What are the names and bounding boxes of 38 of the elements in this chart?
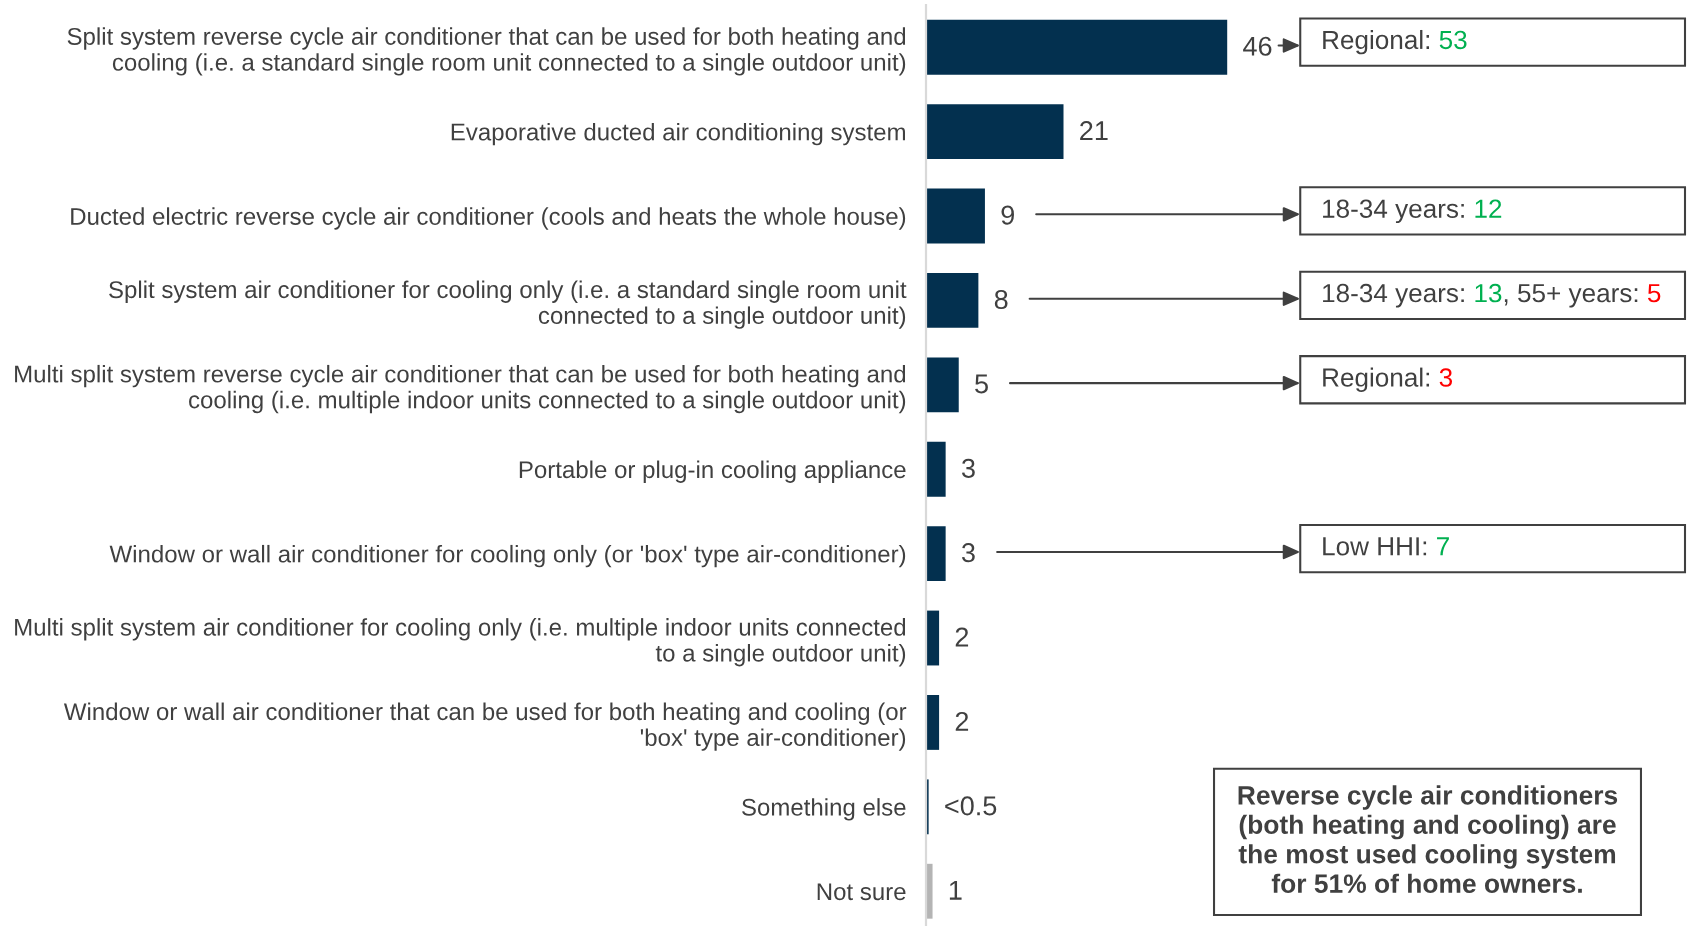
bar xyxy=(926,863,933,919)
y-tick-label: Split system reverse cycle air conditioner that can be used for both heating and cooling (i.e. a standard single room unit connected to a single outdoor unit) xyxy=(67,27,906,76)
y-tick-label: Window or wall air conditioner for cooling only (or 'box' type air-conditioner) xyxy=(109,544,906,568)
bar xyxy=(926,695,940,750)
y-tick-label: Evaporative ducted air conditioning system xyxy=(451,122,905,146)
data-label: 1 xyxy=(949,881,962,900)
data-label: 2 xyxy=(955,627,969,647)
y-tick-label: Split system air conditioner for cooling only (i.e. a standard single room unit connected to a single outdoor unit) xyxy=(109,280,907,329)
bar xyxy=(926,441,946,497)
text: 18-34 years: 13, 55+ years: 5 xyxy=(1323,283,1661,308)
bar xyxy=(926,188,985,244)
data-label: 21 xyxy=(1080,121,1108,140)
y-tick-label: Ducted electric reverse cycle air conditioner (cools and heats the whole house) xyxy=(71,207,906,230)
y-tick-label: Something else xyxy=(742,798,906,821)
bar xyxy=(926,610,940,666)
bar xyxy=(926,104,1064,160)
y-tick-label: Multi split system reverse cycle air conditioner that can be used for both heating and cooling (i.e. multiple indoor units connected to a single outdoor unit) xyxy=(15,364,906,414)
data-label: 3 xyxy=(961,458,975,478)
data-label: 3 xyxy=(961,543,975,563)
text: 18-34 years: 12 xyxy=(1323,199,1502,224)
text: Low HHI: 7 xyxy=(1323,537,1449,556)
text: Regional: 53 xyxy=(1323,29,1467,55)
y-tick-label: Multi split system air conditioner for cooling only (i.e. multiple indoor units connected to a single outdoor unit) xyxy=(15,618,906,667)
y-tick-label: Portable or plug-in cooling appliance xyxy=(519,460,906,483)
bar xyxy=(926,272,979,328)
data-label: 8 xyxy=(994,289,1008,310)
bar xyxy=(926,357,959,413)
text: Reverse cycle air conditioners (both heating and cooling) are the most used cooling system for 51% of home owners. xyxy=(1238,785,1618,894)
data-label: 9 xyxy=(1001,205,1014,225)
data-label: 5 xyxy=(975,374,988,394)
bar xyxy=(926,526,946,582)
data-label: 2 xyxy=(955,711,969,731)
y-tick-label: Window or wall air conditioner that can be used for both heating and cooling (or 'box' type air-conditioner) xyxy=(63,702,907,751)
data-label: <0.5 xyxy=(945,796,997,816)
text: Regional: 3 xyxy=(1323,367,1453,392)
y-tick-label: Not sure xyxy=(817,883,906,901)
bar xyxy=(926,19,1228,75)
data-label: 46 xyxy=(1243,36,1272,56)
